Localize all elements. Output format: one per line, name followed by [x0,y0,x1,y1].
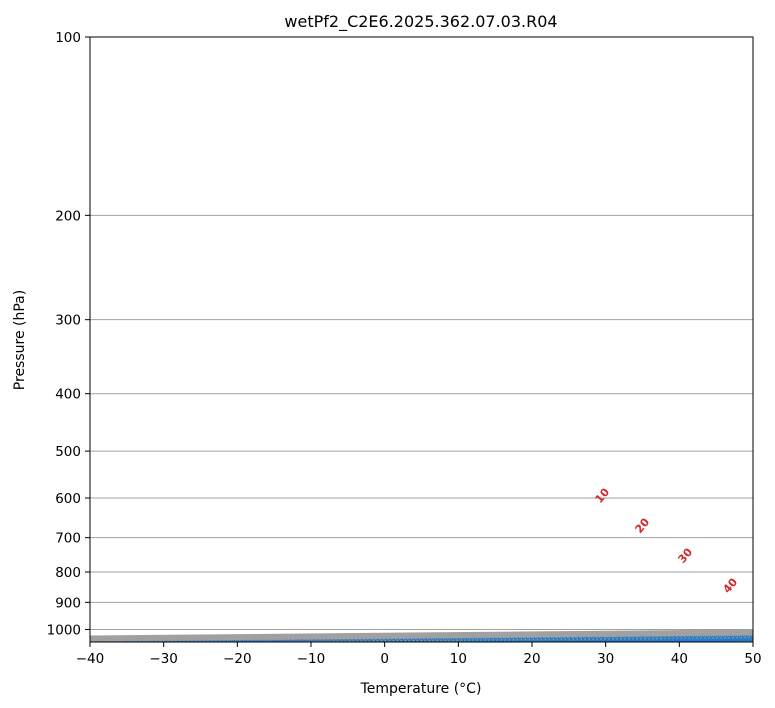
y-axis-label: Pressure (hPa) [12,290,28,390]
plot-grid [90,37,753,642]
y-tick-label: 1000 [47,622,81,638]
y-tick-label: 800 [55,565,81,581]
y-tick-label: 500 [55,444,81,460]
plot-frame [89,36,754,643]
x-tick-label: −30 [149,651,178,667]
x-tick-label: 0 [380,651,389,667]
y-tick-label: 400 [55,387,81,403]
x-tick-label: 10 [450,651,467,667]
y-tick-label: 700 [55,531,81,547]
x-tick-label: −10 [297,651,326,667]
x-tick-label: 40 [671,651,688,667]
chart-title: wetPf2_C2E6.2025.362.07.03.R04 [284,12,557,32]
axes: −40 −30 −20 −10 0 10 20 30 40 50 100 200 300 400 500 60… [47,30,762,667]
x-tick-label: 50 [744,651,761,667]
y-tick-label: 100 [55,30,81,46]
x-tick-label: 30 [597,651,614,667]
x-axis-label: Temperature (°C) [360,681,482,697]
x-tick-label: −40 [76,651,105,667]
x-tick-label: 20 [523,651,540,667]
y-tick-label: 900 [55,595,81,611]
x-tick-label: −20 [223,651,252,667]
y-tick-label: 200 [55,208,81,224]
y-tick-label: 300 [55,313,81,329]
y-tick-label: 600 [55,491,81,507]
